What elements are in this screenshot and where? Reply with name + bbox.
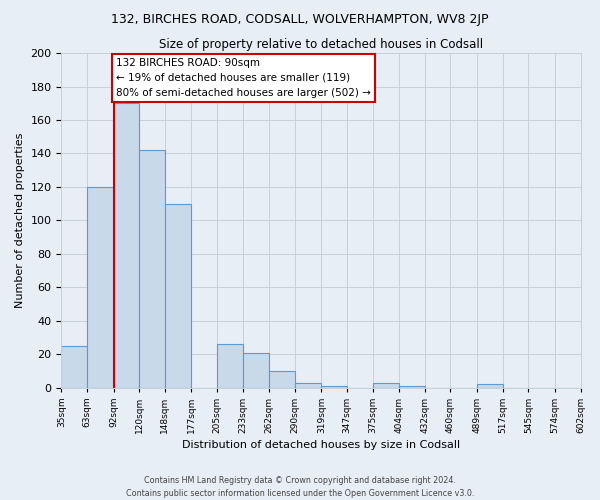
Y-axis label: Number of detached properties: Number of detached properties <box>15 132 25 308</box>
Bar <box>242 352 269 388</box>
Bar <box>295 382 322 388</box>
Bar <box>399 386 425 388</box>
Text: Contains HM Land Registry data © Crown copyright and database right 2024.
Contai: Contains HM Land Registry data © Crown c… <box>126 476 474 498</box>
Bar <box>139 150 165 388</box>
Bar <box>373 382 399 388</box>
Bar <box>477 384 503 388</box>
Bar <box>217 344 242 388</box>
Bar <box>61 346 87 388</box>
Text: 132, BIRCHES ROAD, CODSALL, WOLVERHAMPTON, WV8 2JP: 132, BIRCHES ROAD, CODSALL, WOLVERHAMPTO… <box>111 12 489 26</box>
Bar <box>165 204 191 388</box>
Text: 132 BIRCHES ROAD: 90sqm
← 19% of detached houses are smaller (119)
80% of semi-d: 132 BIRCHES ROAD: 90sqm ← 19% of detache… <box>116 58 371 98</box>
X-axis label: Distribution of detached houses by size in Codsall: Distribution of detached houses by size … <box>182 440 460 450</box>
Bar <box>269 371 295 388</box>
Bar <box>113 103 139 388</box>
Bar <box>87 187 113 388</box>
Title: Size of property relative to detached houses in Codsall: Size of property relative to detached ho… <box>159 38 483 51</box>
Bar <box>322 386 347 388</box>
